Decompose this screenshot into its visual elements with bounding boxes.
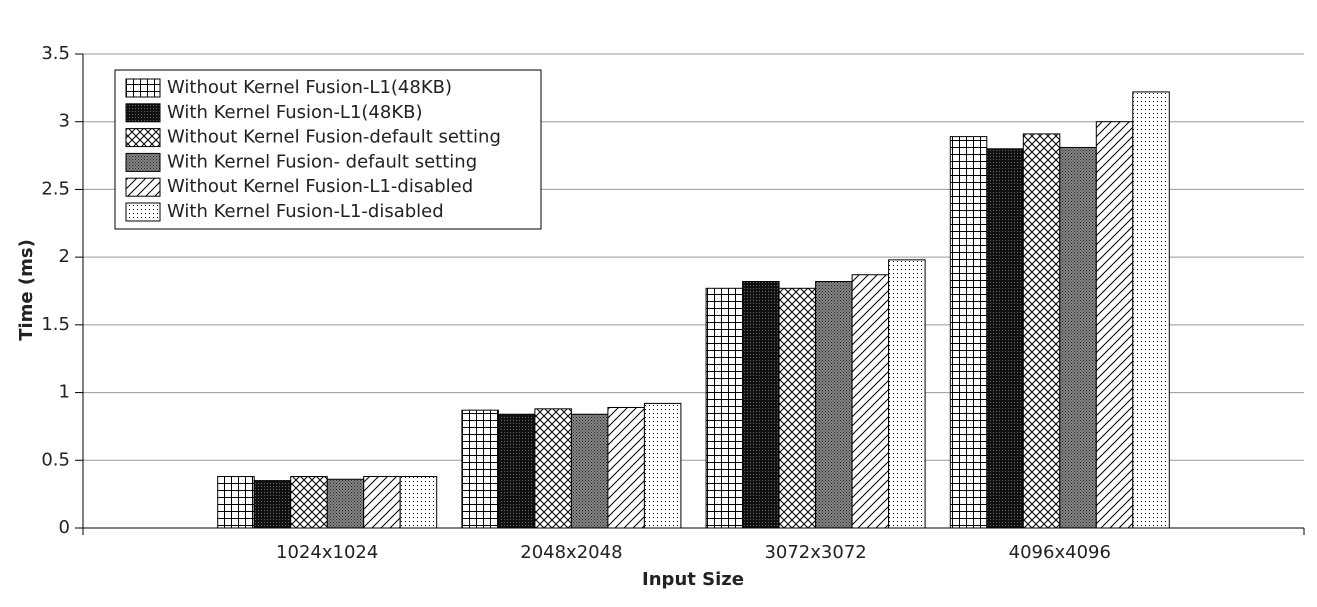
bar [363,476,401,529]
bar [607,406,645,529]
bar [705,287,744,529]
bar [326,478,365,529]
legend-swatch [125,128,161,148]
legend-swatch [125,202,161,222]
y-tick-label: 3 [59,111,70,132]
bar [290,476,328,529]
bar [497,413,536,529]
bar [815,281,853,529]
bar [742,281,780,529]
y-tick-label: 1.5 [41,314,70,335]
bar [1022,133,1061,529]
legend-swatch [125,103,161,123]
x-axis-title: Input Size [642,569,744,590]
y-tick-label: 1 [59,382,70,403]
bar [461,409,499,529]
legend-swatch [125,78,161,98]
legend-label: Without Kernel Fusion-default setting [167,127,501,148]
bar [253,480,292,529]
bar [534,408,572,529]
bar [643,402,682,529]
bar [949,136,988,529]
legend-label: With Kernel Fusion- default setting [167,151,477,172]
y-tick-label: 0 [59,517,70,538]
bar [986,148,1024,529]
y-axis-title: Time (ms) [16,239,37,341]
x-tick-label: 3072x3072 [764,542,866,563]
y-tick-label: 0.5 [41,449,70,470]
x-tick-label: 1024x1024 [276,542,378,563]
legend-label: With Kernel Fusion-L1-disabled [167,201,444,222]
bar [778,287,817,529]
legend: Without Kernel Fusion-L1(48KB) With Kerne… [114,69,542,230]
bar [399,476,438,529]
bar [888,259,926,529]
bar [851,274,890,529]
bar [217,476,255,529]
bar [570,413,609,529]
legend-swatch [125,152,161,172]
legend-label: Without Kernel Fusion-L1(48KB) [167,77,452,98]
legend-label: With Kernel Fusion-L1(48KB) [167,102,423,123]
y-tick-label: 3.5 [41,43,70,64]
legend-box [114,69,542,230]
legend-swatch [125,177,161,197]
legend-label: Without Kernel Fusion-L1-disabled [167,176,473,197]
bar [1095,121,1134,529]
y-tick-label: 2 [59,246,70,267]
y-tick-label: 2.5 [41,178,70,199]
bar [1059,146,1097,529]
x-tick-label: 2048x2048 [520,542,622,563]
x-tick-label: 4096x4096 [1009,542,1111,563]
bar [1132,91,1170,529]
